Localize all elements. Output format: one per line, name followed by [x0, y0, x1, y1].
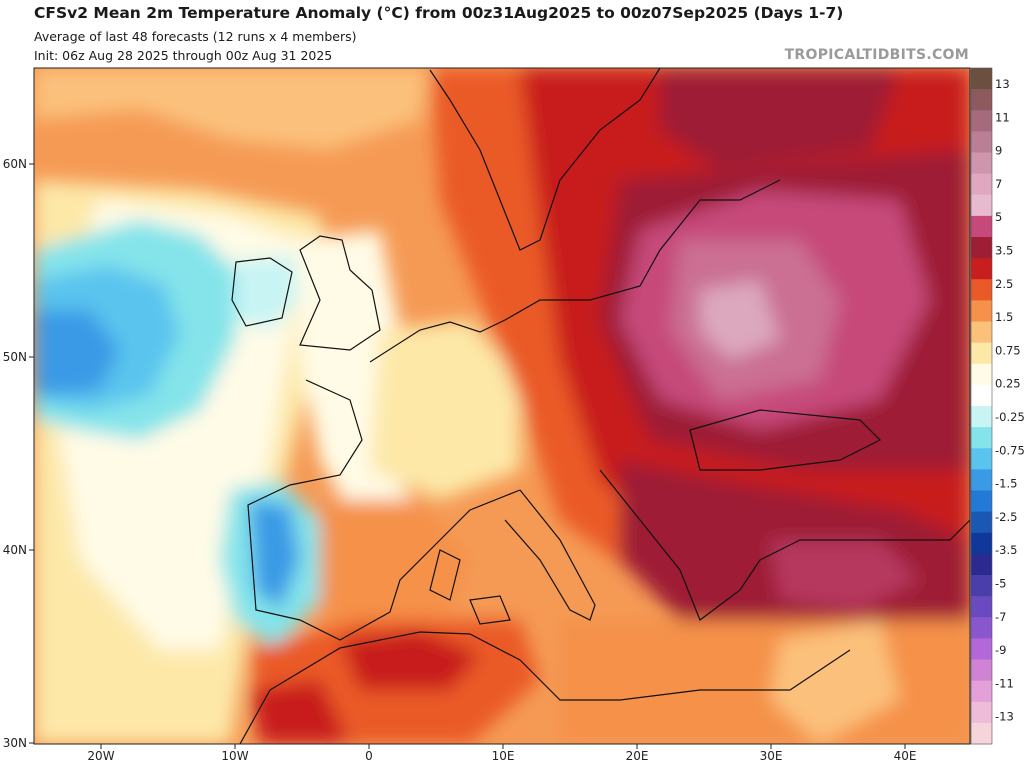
colorbar-tick-label: 7: [995, 177, 1002, 191]
coastlines: [231, 68, 970, 744]
colorbar-tick-label: 3.5: [995, 244, 1013, 258]
colorbar-swatch: [971, 110, 992, 132]
colorbar-tick-label: -0.75: [995, 443, 1024, 457]
colorbar-swatch: [971, 490, 992, 513]
colorbar-swatch: [971, 553, 992, 576]
lon-label-40e: 40E: [894, 749, 917, 763]
colorbar-tick-label: -11: [995, 676, 1014, 690]
colorbar-swatch: [971, 279, 992, 301]
colorbar-tick-label: 0.75: [995, 343, 1021, 357]
colorbar-swatch: [971, 469, 992, 492]
lat-label-50n: 50N: [3, 350, 27, 364]
colorbar-tick-label: -2.5: [995, 510, 1017, 524]
colorbar-tick-label: -9: [995, 643, 1006, 657]
lat-label-40n: 40N: [3, 543, 27, 557]
map-subtitle-init: Init: 06z Aug 28 2025 through 00z Aug 31…: [34, 48, 333, 63]
colorbar-tick-label: -0.25: [995, 410, 1024, 424]
field-contours: [34, 68, 970, 744]
colorbar-tick-label: 0.25: [995, 377, 1021, 391]
colorbar-swatch: [971, 237, 992, 259]
colorbar-swatch: [971, 131, 992, 154]
colorbar-swatch: [971, 342, 992, 365]
lat-label-60n: 60N: [3, 157, 27, 171]
colorbar-swatch: [971, 680, 992, 703]
colorbar-swatch: [971, 532, 992, 555]
colorbar-tick-label: -13: [995, 710, 1014, 724]
colorbar-swatch: [971, 68, 992, 90]
colorbar-labels: 13 11 9 7 5 3.5 2.5 1.5 0.75 0.25 -0.25 -0.75 -1.5 -2…: [995, 77, 1024, 724]
colorbar-tick-label: -5: [995, 577, 1006, 591]
colorbar-swatch: [971, 258, 992, 280]
colorbar-swatch: [971, 406, 992, 428]
lon-label-10e: 10E: [492, 749, 515, 763]
lon-label-30e: 30E: [760, 749, 783, 763]
lon-axis: 20W 10W 0 10E 20E 30E 40E: [87, 744, 916, 763]
colorbar-tick-label: -3.5: [995, 543, 1017, 557]
colorbar-swatch: [971, 300, 992, 323]
lon-label-20w: 20W: [87, 749, 114, 763]
lon-label-20e: 20E: [626, 749, 649, 763]
colorbar: 13 11 9 7 5 3.5 2.5 1.5 0.75 0.25 -0.25 -0.75 -1.5 -2…: [970, 67, 1024, 745]
colorbar-swatch: [971, 89, 992, 111]
colorbar-tick-label: -7: [995, 610, 1006, 624]
colorbar-swatch: [971, 617, 992, 639]
colorbar-swatch: [971, 384, 992, 407]
colorbar-swatch: [971, 511, 992, 534]
colorbar-swatch: [971, 152, 992, 175]
colorbar-tick-label: 11: [995, 110, 1010, 124]
lon-label-0: 0: [365, 749, 373, 763]
colorbar-tick-label: 2.5: [995, 277, 1013, 291]
colorbar-tick-label: 9: [995, 144, 1002, 158]
colorbar-swatch: [971, 215, 992, 238]
colorbar-swatch: [971, 321, 992, 344]
colorbar-tick-label: 1.5: [995, 310, 1013, 324]
colorbar-swatch: [971, 701, 992, 724]
colorbar-swatch: [971, 427, 992, 449]
colorbar-swatch: [971, 363, 992, 386]
lon-label-10w: 10W: [221, 749, 248, 763]
colorbar-swatch: [971, 722, 992, 745]
colorbar-swatch: [971, 448, 992, 470]
lat-label-30n: 30N: [3, 736, 27, 750]
colorbar-swatch: [971, 659, 992, 682]
colorbar-swatch: [971, 638, 992, 661]
colorbar-swatch: [971, 173, 992, 196]
colorbar-tick-label: 5: [995, 210, 1002, 224]
colorbar-tick-label: -1.5: [995, 477, 1017, 491]
colorbar-swatch: [971, 596, 992, 618]
map-subtitle-forecasts: Average of last 48 forecasts (12 runs x …: [34, 29, 357, 44]
colorbar-swatch: [971, 575, 992, 597]
map-field: [34, 68, 970, 744]
source-credit: TROPICALTIDBITS.COM: [784, 47, 969, 63]
colorbar-swatches: [971, 68, 992, 745]
colorbar-frame: [970, 67, 993, 745]
map-title: CFSv2 Mean 2m Temperature Anomaly (°C) f…: [34, 4, 844, 22]
colorbar-tick-label: 13: [995, 77, 1010, 91]
lat-axis: 60N 50N 40N 30N: [3, 157, 34, 750]
colorbar-swatch: [971, 194, 992, 217]
map-frame: [33, 67, 971, 745]
